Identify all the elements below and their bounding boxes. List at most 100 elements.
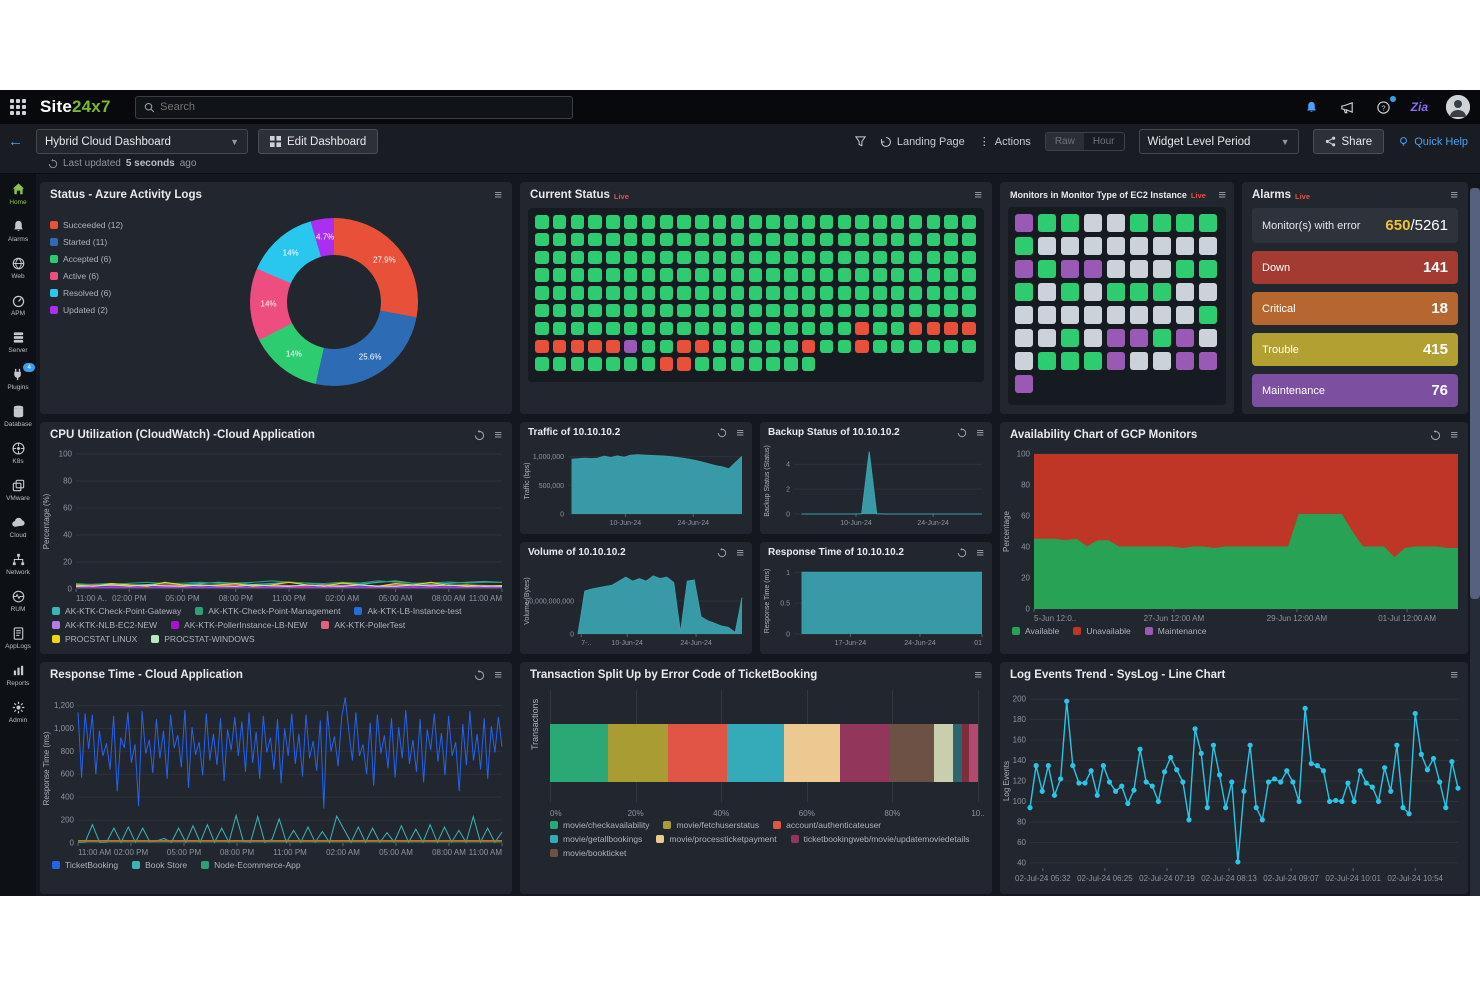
monitor-status-cell[interactable]: [570, 303, 585, 318]
monitor-status-cell[interactable]: [837, 268, 852, 282]
announcements-icon[interactable]: [1339, 98, 1357, 116]
monitor-status-cell[interactable]: [855, 250, 869, 265]
monitor-status-cell[interactable]: [766, 268, 780, 282]
monitor-status-cell[interactable]: [1199, 329, 1217, 347]
monitor-status-cell[interactable]: [677, 268, 691, 282]
sidebar-item-server[interactable]: Server: [0, 324, 36, 361]
menu-icon[interactable]: ≡: [974, 667, 982, 682]
monitor-status-cell[interactable]: [962, 215, 976, 229]
refresh-icon[interactable]: [957, 427, 967, 438]
monitor-status-cell[interactable]: [570, 286, 585, 300]
monitor-status-cell[interactable]: [570, 232, 585, 247]
menu-icon[interactable]: ≡: [976, 424, 984, 440]
monitor-status-cell[interactable]: [962, 232, 976, 247]
monitor-status-cell[interactable]: [944, 321, 958, 336]
monitor-status-cell[interactable]: [890, 250, 905, 265]
monitor-status-cell[interactable]: [890, 286, 905, 300]
monitor-status-cell[interactable]: [535, 250, 549, 265]
legend-item[interactable]: ticketbookingweb/movie/updatemoviedetail…: [790, 834, 970, 844]
monitor-status-cell[interactable]: [748, 268, 763, 282]
response-time-cloud-chart[interactable]: 0 200 400 600 800 1,000 1,200 11:00 AM 02:00 PM 0…: [40, 686, 512, 858]
monitor-status-cell[interactable]: [926, 268, 941, 282]
monitor-status-cell[interactable]: [1084, 329, 1102, 347]
monitor-status-cell[interactable]: [890, 339, 905, 354]
monitor-status-cell[interactable]: [944, 303, 958, 318]
legend-item[interactable]: Started (11): [50, 237, 190, 247]
brand-logo[interactable]: Site24x7: [40, 97, 111, 116]
monitor-status-cell[interactable]: [926, 339, 941, 354]
monitor-status-cell[interactable]: [873, 339, 887, 354]
log-events-chart[interactable]: 40 60 80 100 120 140 160 180 200 02-Jul-24 05:32 0…: [1000, 686, 1468, 884]
monitor-status-cell[interactable]: [1153, 306, 1171, 324]
menu-icon[interactable]: ≡: [974, 187, 982, 202]
share-button[interactable]: Share: [1312, 129, 1385, 154]
monitor-status-cell[interactable]: [766, 250, 780, 265]
monitor-status-cell[interactable]: [926, 321, 941, 336]
monitor-status-cell[interactable]: [766, 215, 780, 229]
monitor-status-cell[interactable]: [908, 215, 923, 229]
monitor-status-cell[interactable]: [641, 232, 656, 247]
monitor-status-cell[interactable]: [641, 321, 656, 336]
monitor-status-cell[interactable]: [570, 268, 585, 282]
monitor-status-cell[interactable]: [659, 215, 674, 229]
legend-item[interactable]: Node-Ecommerce-App: [201, 860, 301, 870]
sidebar-item-alarms[interactable]: Alarms: [0, 213, 36, 250]
monitor-status-cell[interactable]: [1199, 352, 1217, 370]
zia-icon[interactable]: Zia: [1410, 100, 1428, 114]
monitor-status-cell[interactable]: [748, 339, 763, 354]
monitor-status-cell[interactable]: [712, 339, 727, 354]
monitor-status-cell[interactable]: [801, 215, 816, 229]
sidebar-item-home[interactable]: Home: [0, 176, 36, 213]
monitor-status-cell[interactable]: [1107, 237, 1125, 255]
monitor-status-cell[interactable]: [641, 286, 656, 300]
monitor-status-cell[interactable]: [659, 321, 674, 336]
monitor-status-cell[interactable]: [1084, 237, 1102, 255]
edit-dashboard-button[interactable]: Edit Dashboard: [258, 129, 379, 154]
monitor-status-cell[interactable]: [837, 339, 852, 354]
refresh-icon[interactable]: [957, 547, 967, 558]
monitor-status-cell[interactable]: [1199, 306, 1217, 324]
monitor-status-cell[interactable]: [1130, 329, 1148, 347]
monitor-status-cell[interactable]: [1199, 214, 1217, 232]
legend-item[interactable]: Available: [1012, 626, 1059, 636]
monitor-status-cell[interactable]: [873, 286, 887, 300]
legend-item[interactable]: Updated (2): [50, 305, 190, 315]
monitor-status-cell[interactable]: [1084, 352, 1102, 370]
monitor-status-cell[interactable]: [766, 321, 780, 336]
monitor-status-cell[interactable]: [695, 286, 709, 300]
legend-item[interactable]: movie/getallbookings: [550, 834, 642, 844]
monitor-status-cell[interactable]: [659, 286, 674, 300]
monitor-status-cell[interactable]: [1061, 237, 1079, 255]
alarm-tile-critical[interactable]: Critical 18: [1252, 292, 1458, 325]
bar-segment[interactable]: [667, 724, 727, 782]
monitor-status-cell[interactable]: [677, 215, 691, 229]
monitor-status-cell[interactable]: [552, 303, 567, 318]
monitor-status-cell[interactable]: [908, 286, 923, 300]
monitor-status-cell[interactable]: [712, 321, 727, 336]
legend-item[interactable]: movie/bookticket: [550, 848, 626, 858]
legend-item[interactable]: Maintenance: [1144, 626, 1206, 636]
monitor-status-cell[interactable]: [766, 286, 780, 300]
legend-item[interactable]: TicketBooking: [52, 860, 118, 870]
monitor-status-cell[interactable]: [1153, 352, 1171, 370]
monitor-status-cell[interactable]: [1130, 237, 1148, 255]
monitor-status-cell[interactable]: [1061, 214, 1079, 232]
monitor-status-cell[interactable]: [712, 303, 727, 318]
monitor-status-cell[interactable]: [962, 268, 976, 282]
monitor-status-cell[interactable]: [1061, 329, 1079, 347]
monitor-status-cell[interactable]: [801, 321, 816, 336]
landing-page-button[interactable]: Landing Page: [880, 136, 965, 148]
alarm-tile-trouble[interactable]: Trouble 415: [1252, 333, 1458, 366]
legend-item[interactable]: account/authenticateuser: [773, 820, 881, 830]
sidebar-item-rum[interactable]: RUM: [0, 583, 36, 620]
monitor-status-cell[interactable]: [801, 339, 816, 354]
alarm-tile-maintenance[interactable]: Maintenance 76: [1252, 374, 1458, 407]
monitor-status-cell[interactable]: [801, 232, 816, 247]
monitor-status-cell[interactable]: [855, 303, 869, 318]
bar-segment[interactable]: [952, 724, 963, 782]
monitor-status-cell[interactable]: [1153, 260, 1171, 278]
monitor-status-cell[interactable]: [588, 268, 602, 282]
monitor-status-cell[interactable]: [1153, 329, 1171, 347]
monitor-status-cell[interactable]: [1199, 283, 1217, 301]
monitor-status-cell[interactable]: [730, 232, 745, 247]
